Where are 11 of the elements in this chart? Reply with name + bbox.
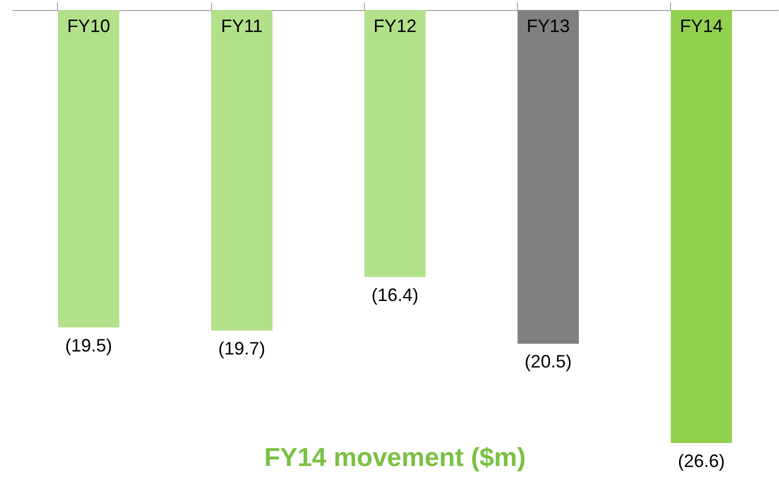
x-tick-label: FY12 — [373, 16, 417, 36]
text: FY14 movement ($m) — [264, 442, 526, 472]
data-label: (19.7) — [218, 338, 266, 359]
data-label: (26.6) — [678, 451, 725, 471]
data-label: (19.5) — [65, 335, 112, 356]
x-tick-label: FY10 — [67, 16, 110, 36]
x-tick-label: FY11 — [220, 16, 263, 36]
data-label: (16.4) — [371, 284, 419, 305]
x-tick-label: FY14 — [680, 16, 723, 36]
data-label: (20.5) — [524, 352, 572, 372]
x-tick-label: FY13 — [526, 16, 570, 36]
